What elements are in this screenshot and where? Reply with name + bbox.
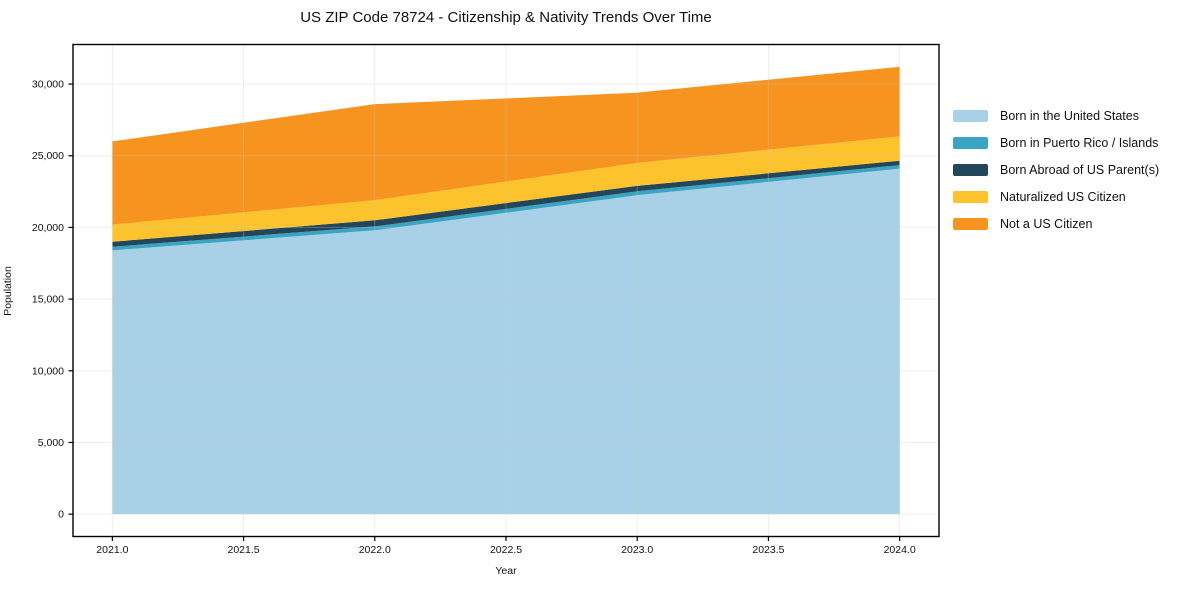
legend-item: Naturalized US Citizen bbox=[953, 183, 1159, 210]
area-not-a-us-citizen bbox=[112, 66, 900, 225]
legend-swatch bbox=[953, 109, 988, 122]
legend-swatch bbox=[953, 136, 988, 149]
y-tick-label: 30,000 bbox=[32, 79, 64, 91]
legend-label: Not a US Citizen bbox=[1000, 216, 1093, 231]
area-born-abroad-of-us-parent-s- bbox=[112, 160, 900, 247]
y-tick-label: 20,000 bbox=[32, 222, 64, 234]
legend-item: Not a US Citizen bbox=[953, 210, 1159, 237]
chart-title: US ZIP Code 78724 - Citizenship & Nativi… bbox=[300, 9, 712, 26]
area-born-in-the-united-states bbox=[112, 168, 900, 515]
y-tick-label: 5,000 bbox=[38, 437, 64, 449]
legend-label: Born in Puerto Rico / Islands bbox=[1000, 135, 1159, 150]
y-tick-label: 25,000 bbox=[32, 150, 64, 162]
legend-swatch bbox=[953, 190, 988, 203]
legend-item: Born Abroad of US Parent(s) bbox=[953, 156, 1159, 183]
y-axis-label: Population bbox=[2, 266, 14, 316]
y-tick-label: 10,000 bbox=[32, 365, 64, 377]
x-axis-label: Year bbox=[495, 565, 517, 577]
area-naturalized-us-citizen bbox=[112, 136, 900, 242]
x-tick-label: 2024.0 bbox=[884, 544, 916, 556]
legend-swatch bbox=[953, 163, 988, 176]
x-tick-label: 2023.0 bbox=[621, 544, 653, 556]
x-tick-label: 2022.0 bbox=[359, 544, 391, 556]
legend-label: Born in the United States bbox=[1000, 108, 1139, 123]
x-tick-label: 2022.5 bbox=[490, 544, 522, 556]
y-tick-label: 0 bbox=[58, 509, 64, 521]
x-tick-label: 2021.5 bbox=[228, 544, 260, 556]
legend-label: Born Abroad of US Parent(s) bbox=[1000, 162, 1160, 177]
legend-label: Naturalized US Citizen bbox=[1000, 189, 1126, 204]
area-born-in-puerto-rico-islands bbox=[112, 165, 900, 251]
x-tick-label: 2021.0 bbox=[96, 544, 128, 556]
x-tick-label: 2023.5 bbox=[752, 544, 784, 556]
legend-swatch bbox=[953, 217, 988, 230]
legend-item: Born in Puerto Rico / Islands bbox=[953, 129, 1159, 156]
y-tick-label: 15,000 bbox=[32, 294, 64, 306]
legend-item: Born in the United States bbox=[953, 102, 1159, 129]
legend: Born in the United States Born in Puerto … bbox=[953, 102, 1159, 237]
